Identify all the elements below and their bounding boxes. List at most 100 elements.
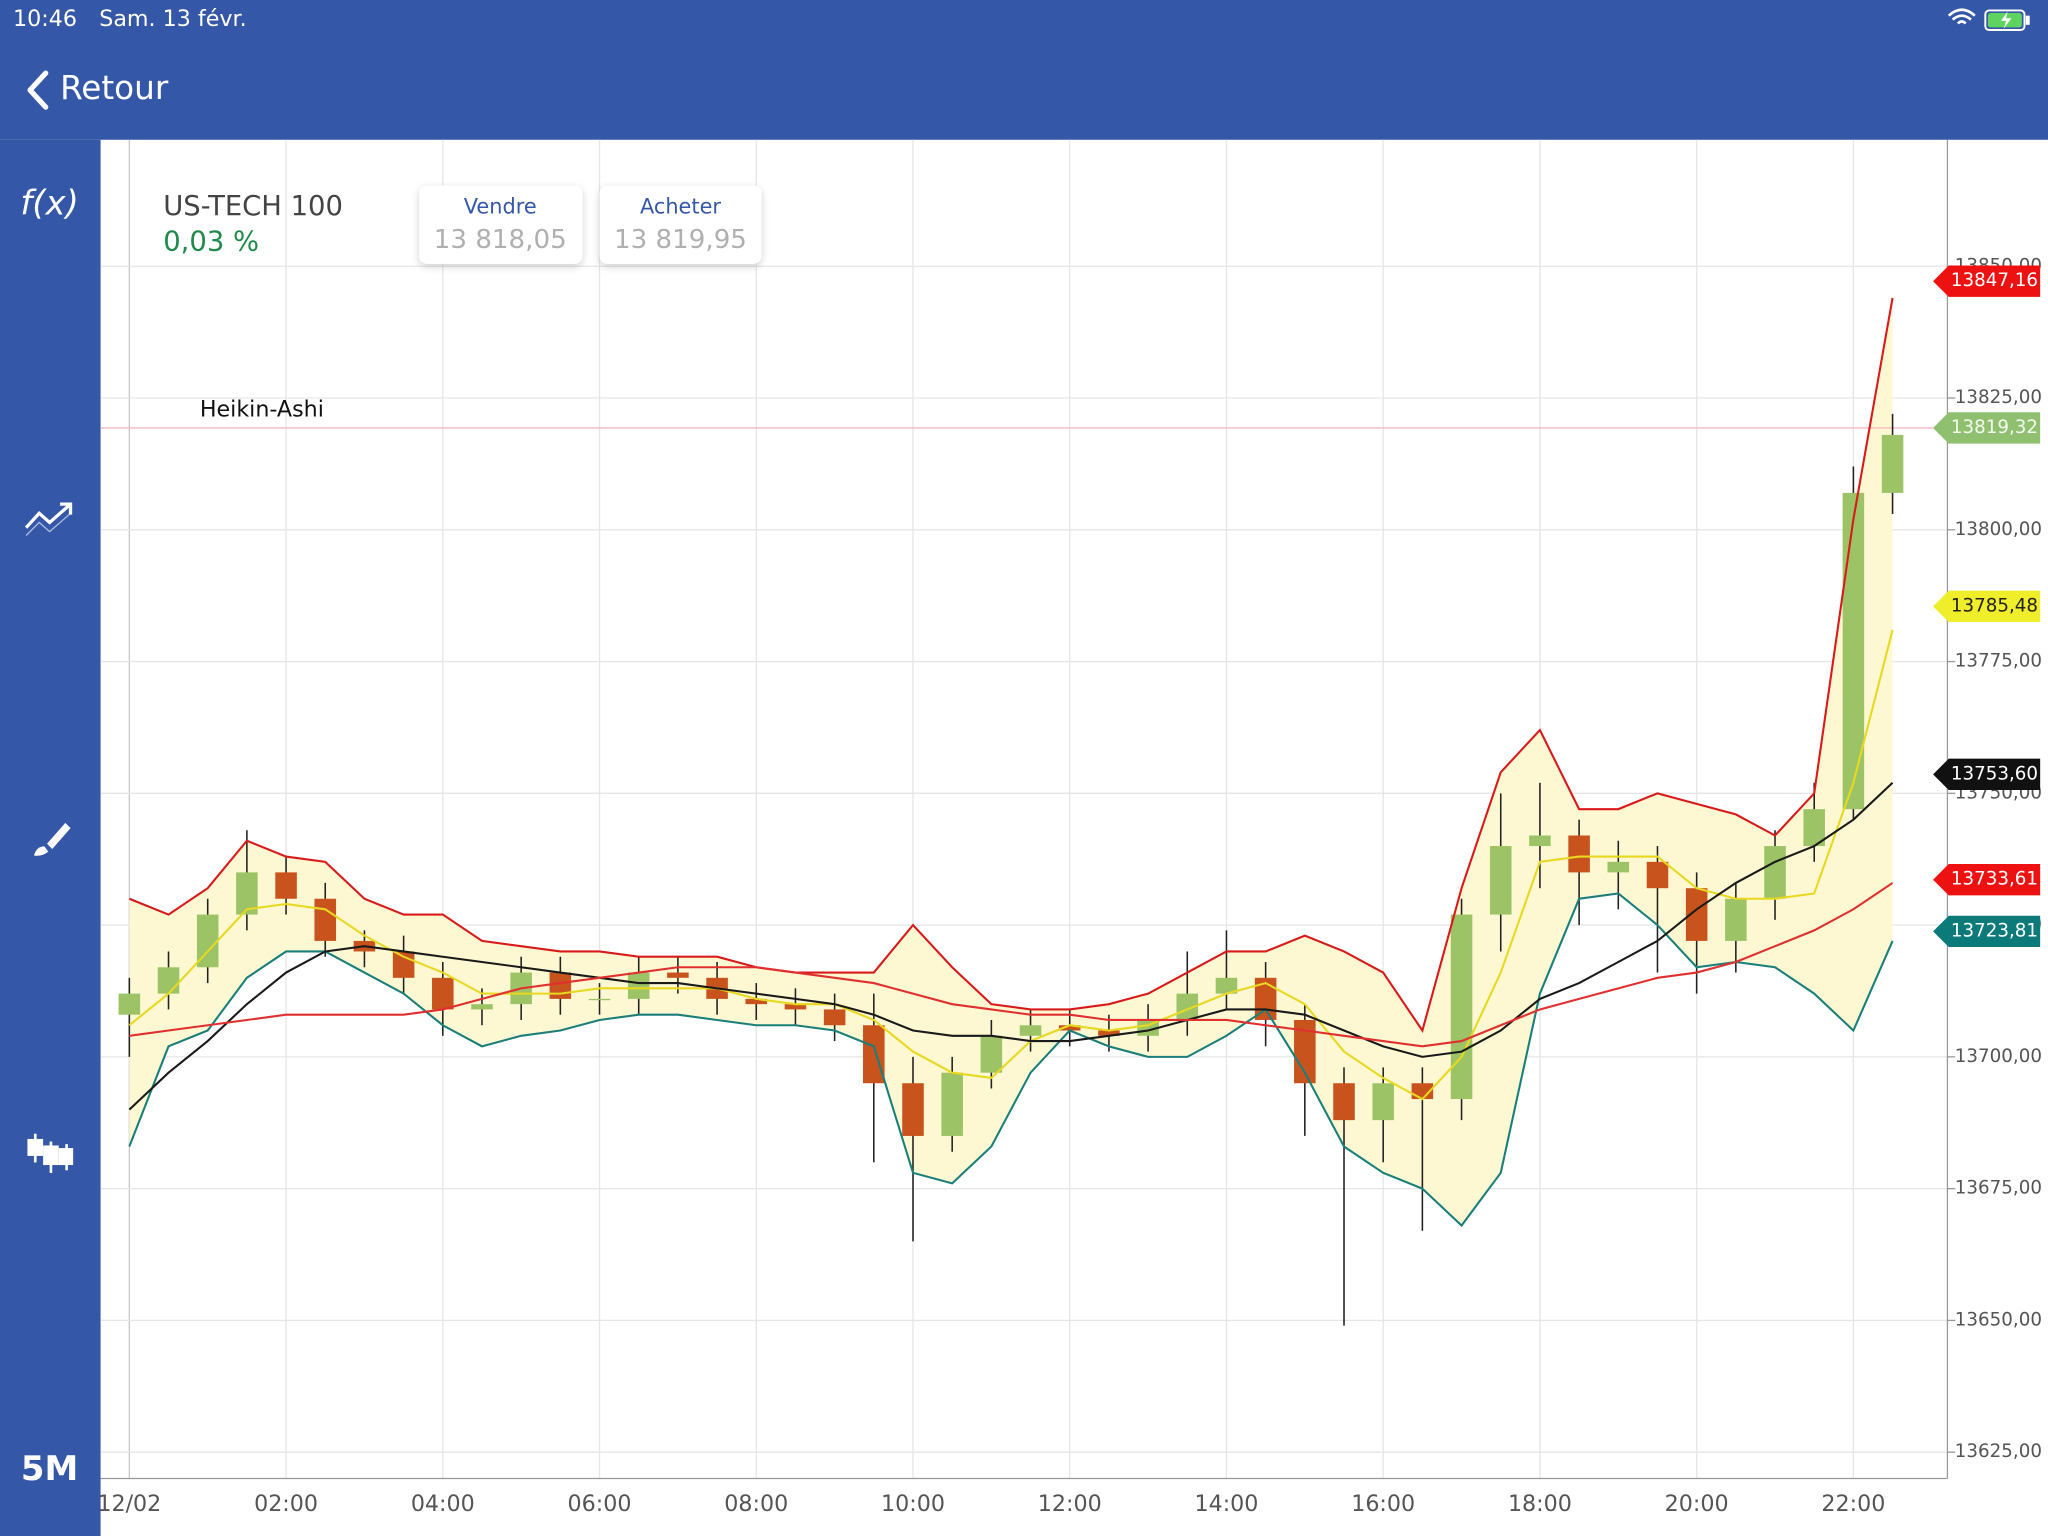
candle-body bbox=[314, 898, 337, 941]
x-tick-label: 12:00 bbox=[1038, 1491, 1102, 1517]
candle-body bbox=[471, 1004, 493, 1010]
price-tag-label: 13785,48 bbox=[1951, 595, 2038, 616]
candle-body bbox=[1725, 898, 1747, 941]
function-button[interactable]: f(x) bbox=[20, 184, 79, 224]
candle-body bbox=[1489, 846, 1512, 915]
chart-type-button[interactable] bbox=[27, 1133, 74, 1173]
candle-body bbox=[902, 1083, 924, 1136]
status-icons bbox=[1947, 8, 2030, 32]
candle-body bbox=[745, 998, 768, 1005]
instrument-name: US-TECH 100 bbox=[163, 191, 343, 222]
y-tick-label: 13700,00 bbox=[1955, 1046, 2042, 1067]
candle-body bbox=[157, 967, 180, 994]
instrument-change: 0,03 % bbox=[163, 226, 259, 257]
candle-body bbox=[980, 1035, 1003, 1073]
sell-label[interactable]: Vendre bbox=[464, 195, 537, 219]
candle-body bbox=[1685, 888, 1708, 941]
x-tick-label: 04:00 bbox=[411, 1491, 475, 1517]
candle-body bbox=[863, 1025, 885, 1084]
candle-body bbox=[1294, 1019, 1316, 1084]
candle-body bbox=[667, 972, 689, 978]
candle-body bbox=[432, 977, 454, 1010]
price-tag-label: 13723,81 bbox=[1951, 920, 2038, 941]
candle-body bbox=[784, 1004, 807, 1010]
buy-button[interactable]: Acheter 13 819,95 bbox=[599, 185, 762, 264]
candle-body bbox=[1568, 835, 1590, 873]
candle-body bbox=[1215, 977, 1238, 994]
candle-body bbox=[275, 872, 297, 899]
indicator-line bbox=[128, 629, 1894, 1101]
y-tick-label: 13800,00 bbox=[1955, 519, 2042, 540]
candle-body bbox=[549, 972, 572, 999]
status-date: Sam. 13 févr. bbox=[99, 6, 246, 32]
sell-button[interactable]: Vendre 13 818,05 bbox=[419, 185, 583, 264]
y-tick-label: 13675,00 bbox=[1955, 1178, 2042, 1199]
candle-body bbox=[1019, 1025, 1042, 1036]
price-tags: 13847,16 13819,32 13785,48 13753,60 13733,61… bbox=[1933, 265, 2041, 948]
price-tag-label: 13753,60 bbox=[1951, 763, 2038, 784]
price-tag-label: 13733,61 bbox=[1951, 869, 2038, 890]
x-tick-label: 10:00 bbox=[881, 1491, 945, 1517]
draw-button[interactable] bbox=[33, 822, 71, 856]
candle-body bbox=[1176, 993, 1199, 1020]
x-tick-label: 18:00 bbox=[1508, 1491, 1572, 1517]
status-time: 10:46 bbox=[13, 6, 77, 32]
buy-price[interactable]: 13 819,95 bbox=[614, 225, 747, 255]
candle-body bbox=[1372, 1083, 1394, 1121]
back-label[interactable]: Retour bbox=[60, 69, 169, 107]
top-bar bbox=[0, 0, 2048, 140]
sell-price[interactable]: 13 818,05 bbox=[434, 225, 567, 255]
buy-button-bg[interactable] bbox=[599, 185, 762, 264]
y-tick-label: 13775,00 bbox=[1955, 651, 2042, 672]
x-tick-label: 16:00 bbox=[1351, 1491, 1415, 1517]
timeframe-button[interactable]: 5M bbox=[21, 1449, 78, 1489]
price-tag bbox=[1933, 758, 2041, 791]
candle-body bbox=[196, 914, 219, 968]
candle-body bbox=[1450, 914, 1473, 1100]
price-tag bbox=[1933, 412, 2041, 444]
y-tick-label: 13650,00 bbox=[1955, 1309, 2042, 1330]
axes: 12/02 02:00 04:00 06:00 08:00 10:00 12:00 14:00… bbox=[97, 255, 2042, 1517]
chart-annotation: Heikin-Ashi bbox=[200, 397, 324, 423]
candle-body bbox=[392, 951, 415, 978]
back-button[interactable]: Retour bbox=[27, 69, 169, 110]
buy-label[interactable]: Acheter bbox=[640, 195, 721, 219]
sell-button-bg[interactable] bbox=[419, 185, 583, 264]
candle-body bbox=[823, 1009, 846, 1026]
trend-button[interactable] bbox=[24, 502, 73, 536]
price-tag-label: 13819,32 bbox=[1951, 417, 2038, 438]
x-tick-label: 14:00 bbox=[1194, 1491, 1258, 1517]
y-tick-label: 13825,00 bbox=[1955, 387, 2042, 408]
x-tick-label: 20:00 bbox=[1665, 1491, 1729, 1517]
y-tick-label: 13625,00 bbox=[1955, 1441, 2042, 1462]
plot-area bbox=[100, 297, 1948, 1326]
price-tag bbox=[1933, 864, 2041, 896]
candle-body bbox=[627, 972, 650, 999]
band-fill bbox=[129, 297, 1893, 1226]
candle-body bbox=[1842, 492, 1865, 810]
candle-body bbox=[236, 872, 258, 915]
x-tick-label: 12/02 bbox=[97, 1491, 161, 1517]
candle-body bbox=[118, 993, 141, 1015]
price-tag-label: 13847,16 bbox=[1951, 270, 2038, 291]
candle-body bbox=[1881, 434, 1904, 493]
candle-body bbox=[1803, 809, 1825, 847]
candle-body bbox=[941, 1072, 963, 1136]
candle-body bbox=[1529, 835, 1551, 847]
candle-body bbox=[1607, 861, 1630, 873]
candle-body bbox=[1058, 1025, 1081, 1031]
x-tick-label: 02:00 bbox=[254, 1491, 318, 1517]
indicator-line bbox=[129, 882, 1894, 1048]
indicator-line bbox=[128, 297, 1894, 1033]
candle-body bbox=[1764, 846, 1786, 899]
indicator-line bbox=[128, 782, 1894, 1111]
candle-body bbox=[1333, 1083, 1355, 1121]
x-tick-label: 08:00 bbox=[724, 1491, 788, 1517]
price-tag bbox=[1933, 265, 2041, 297]
chart: 12/02 02:00 04:00 06:00 08:00 10:00 12:00 14:00… bbox=[97, 139, 2042, 1517]
candle-body bbox=[588, 998, 611, 1001]
x-tick-label: 06:00 bbox=[568, 1491, 632, 1517]
candle-body bbox=[1098, 1030, 1120, 1036]
candle-body bbox=[1646, 861, 1669, 889]
